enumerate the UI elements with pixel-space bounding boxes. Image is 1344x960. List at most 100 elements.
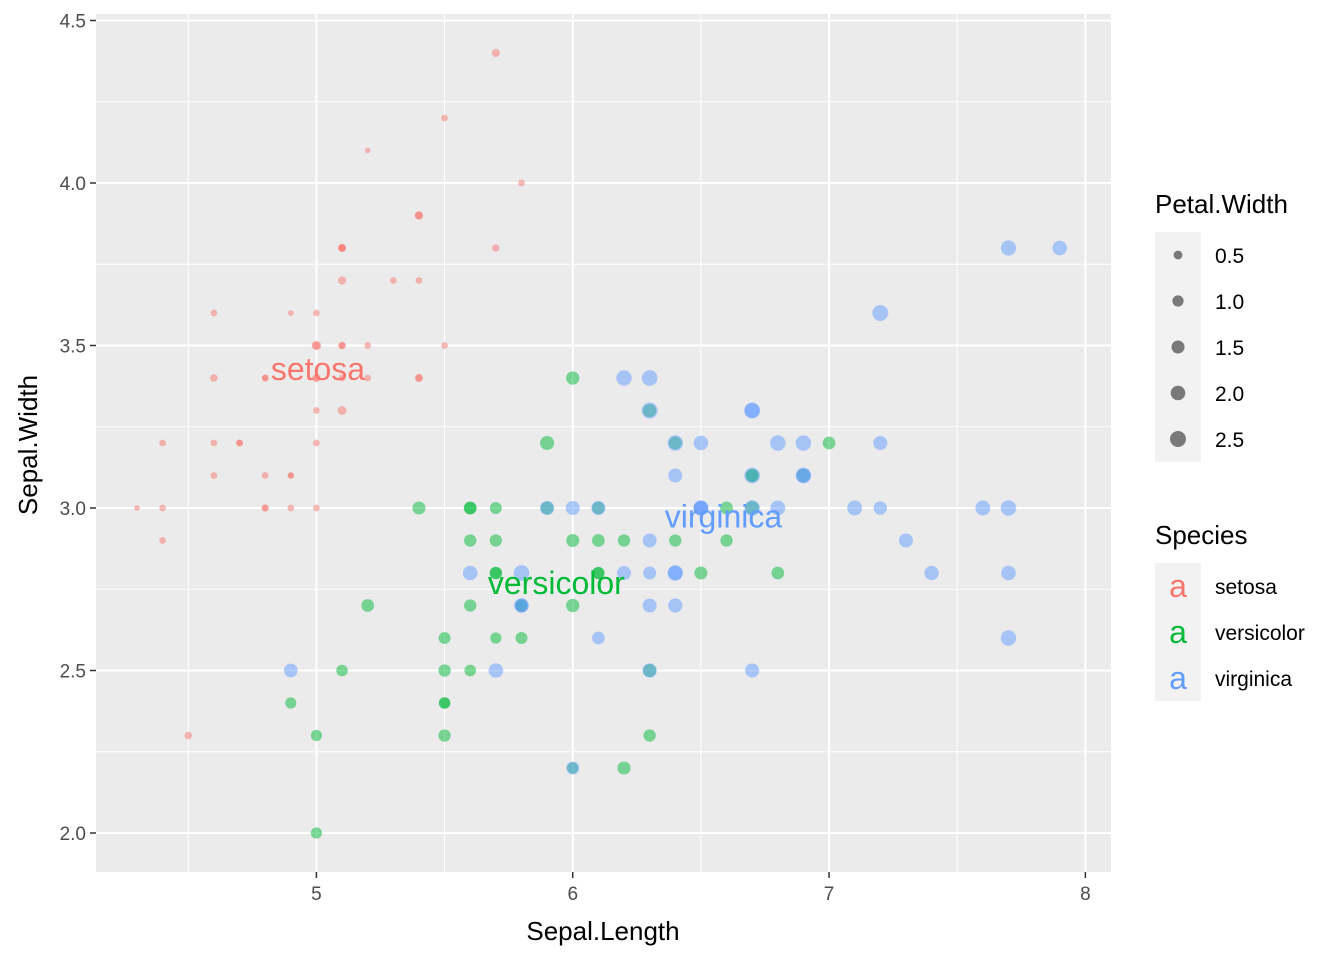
species-label-setosa: setosa — [271, 351, 365, 387]
data-point-setosa — [415, 277, 423, 284]
x-tick-label: 8 — [1080, 884, 1091, 905]
plot-panel — [96, 14, 1111, 872]
data-point-setosa — [159, 504, 166, 512]
data-point-versicolor — [617, 761, 631, 775]
data-point-setosa — [364, 342, 372, 349]
data-point-versicolor — [336, 664, 348, 677]
data-point-versicolor — [438, 729, 451, 742]
species-labels: setosa versicolor virginica — [271, 351, 783, 601]
data-point-virginica — [1000, 500, 1017, 516]
data-point-virginica — [770, 500, 786, 516]
data-point-versicolor — [566, 533, 580, 548]
size-legend-key — [1172, 295, 1184, 307]
size-legend-label: 1.5 — [1215, 337, 1244, 360]
data-point-virginica — [744, 500, 760, 516]
data-point-virginica — [667, 435, 683, 451]
data-point-setosa — [210, 439, 218, 447]
color-legend-label: versicolor — [1215, 622, 1305, 645]
data-point-setosa — [184, 731, 193, 740]
data-point-setosa — [414, 211, 424, 220]
y-axis-title: Sepal.Width — [13, 375, 43, 515]
size-legend: Petal.Width 0.5 1.0 1.5 2.0 2.5 — [1155, 189, 1288, 462]
size-legend-label: 2.5 — [1215, 429, 1244, 452]
data-point-setosa — [210, 472, 218, 479]
color-legend-label: virginica — [1215, 668, 1292, 691]
data-point-setosa — [159, 537, 166, 544]
x-tick-label: 5 — [311, 884, 322, 905]
data-point-versicolor — [592, 567, 605, 579]
data-point-versicolor — [720, 534, 733, 547]
data-point-virginica — [795, 435, 812, 451]
data-point-versicolor — [285, 697, 297, 709]
data-point-virginica — [514, 598, 529, 613]
y-tick-label: 2.0 — [60, 824, 86, 845]
data-point-versicolor — [438, 664, 451, 677]
data-point-virginica — [566, 761, 580, 775]
color-legend-glyph: a — [1169, 614, 1187, 650]
size-legend-key — [1170, 385, 1186, 401]
color-legend-key-bg — [1155, 609, 1201, 655]
data-point-setosa — [389, 277, 397, 284]
data-point-virginica — [667, 565, 683, 581]
size-legend-key — [1173, 250, 1183, 260]
data-point-virginica — [872, 305, 889, 321]
data-point-setosa — [313, 309, 320, 317]
data-point-setosa — [261, 504, 269, 512]
data-point-versicolor — [669, 534, 682, 547]
data-point-versicolor — [438, 697, 451, 709]
data-point-versicolor — [617, 534, 631, 547]
data-points — [134, 48, 1068, 839]
data-point-versicolor — [490, 632, 502, 644]
data-point-virginica — [873, 435, 888, 451]
y-tick-label: 3.0 — [60, 499, 86, 520]
data-point-virginica — [668, 598, 683, 613]
data-point-virginica — [283, 663, 298, 678]
data-point-versicolor — [438, 632, 451, 644]
x-axis-title: Sepal.Length — [526, 916, 679, 946]
color-legend-title: Species — [1155, 520, 1248, 550]
data-point-versicolor — [822, 436, 836, 450]
color-legend-glyph: a — [1169, 660, 1187, 696]
data-point-setosa — [364, 374, 372, 382]
data-point-virginica — [1001, 565, 1016, 581]
data-point-setosa — [261, 374, 269, 382]
color-legend: Species a setosa a versicolor a virginica — [1155, 520, 1305, 701]
data-point-virginica — [924, 565, 939, 581]
data-point-versicolor — [566, 371, 580, 385]
data-point-setosa — [441, 114, 448, 122]
data-point-setosa — [338, 244, 346, 252]
data-point-virginica — [617, 565, 632, 581]
axes: 5 6 7 8 2.0 2.5 3.0 3.5 4.0 4.5 — [60, 12, 1091, 906]
y-tick-label: 4.5 — [60, 12, 86, 33]
data-point-virginica — [540, 500, 555, 516]
data-point-virginica — [847, 500, 863, 516]
data-point-setosa — [518, 179, 525, 187]
data-point-virginica — [1000, 630, 1017, 646]
data-point-setosa — [210, 374, 218, 382]
data-point-virginica — [770, 435, 786, 451]
data-point-virginica — [591, 500, 606, 516]
color-legend-key-bg — [1155, 563, 1201, 609]
y-tick-label: 2.5 — [60, 662, 86, 683]
data-point-setosa — [288, 310, 294, 316]
data-point-setosa — [287, 504, 295, 512]
data-point-virginica — [641, 370, 658, 386]
data-point-virginica — [744, 402, 761, 419]
data-point-virginica — [565, 500, 580, 516]
y-tick-label: 4.0 — [60, 174, 86, 195]
data-point-virginica — [693, 500, 709, 516]
data-point-virginica — [873, 501, 888, 515]
y-tick-label: 3.5 — [60, 337, 86, 358]
data-point-virginica — [975, 500, 991, 516]
data-point-versicolor — [515, 632, 528, 644]
color-legend-key-bg — [1155, 655, 1201, 701]
data-point-versicolor — [771, 566, 785, 580]
data-point-setosa — [312, 373, 321, 383]
data-point-setosa — [338, 374, 346, 382]
data-point-setosa — [337, 276, 347, 285]
data-point-setosa — [414, 373, 424, 383]
x-tick-label: 7 — [824, 884, 835, 905]
data-point-setosa — [492, 244, 500, 252]
size-legend-label: 1.0 — [1215, 291, 1244, 314]
